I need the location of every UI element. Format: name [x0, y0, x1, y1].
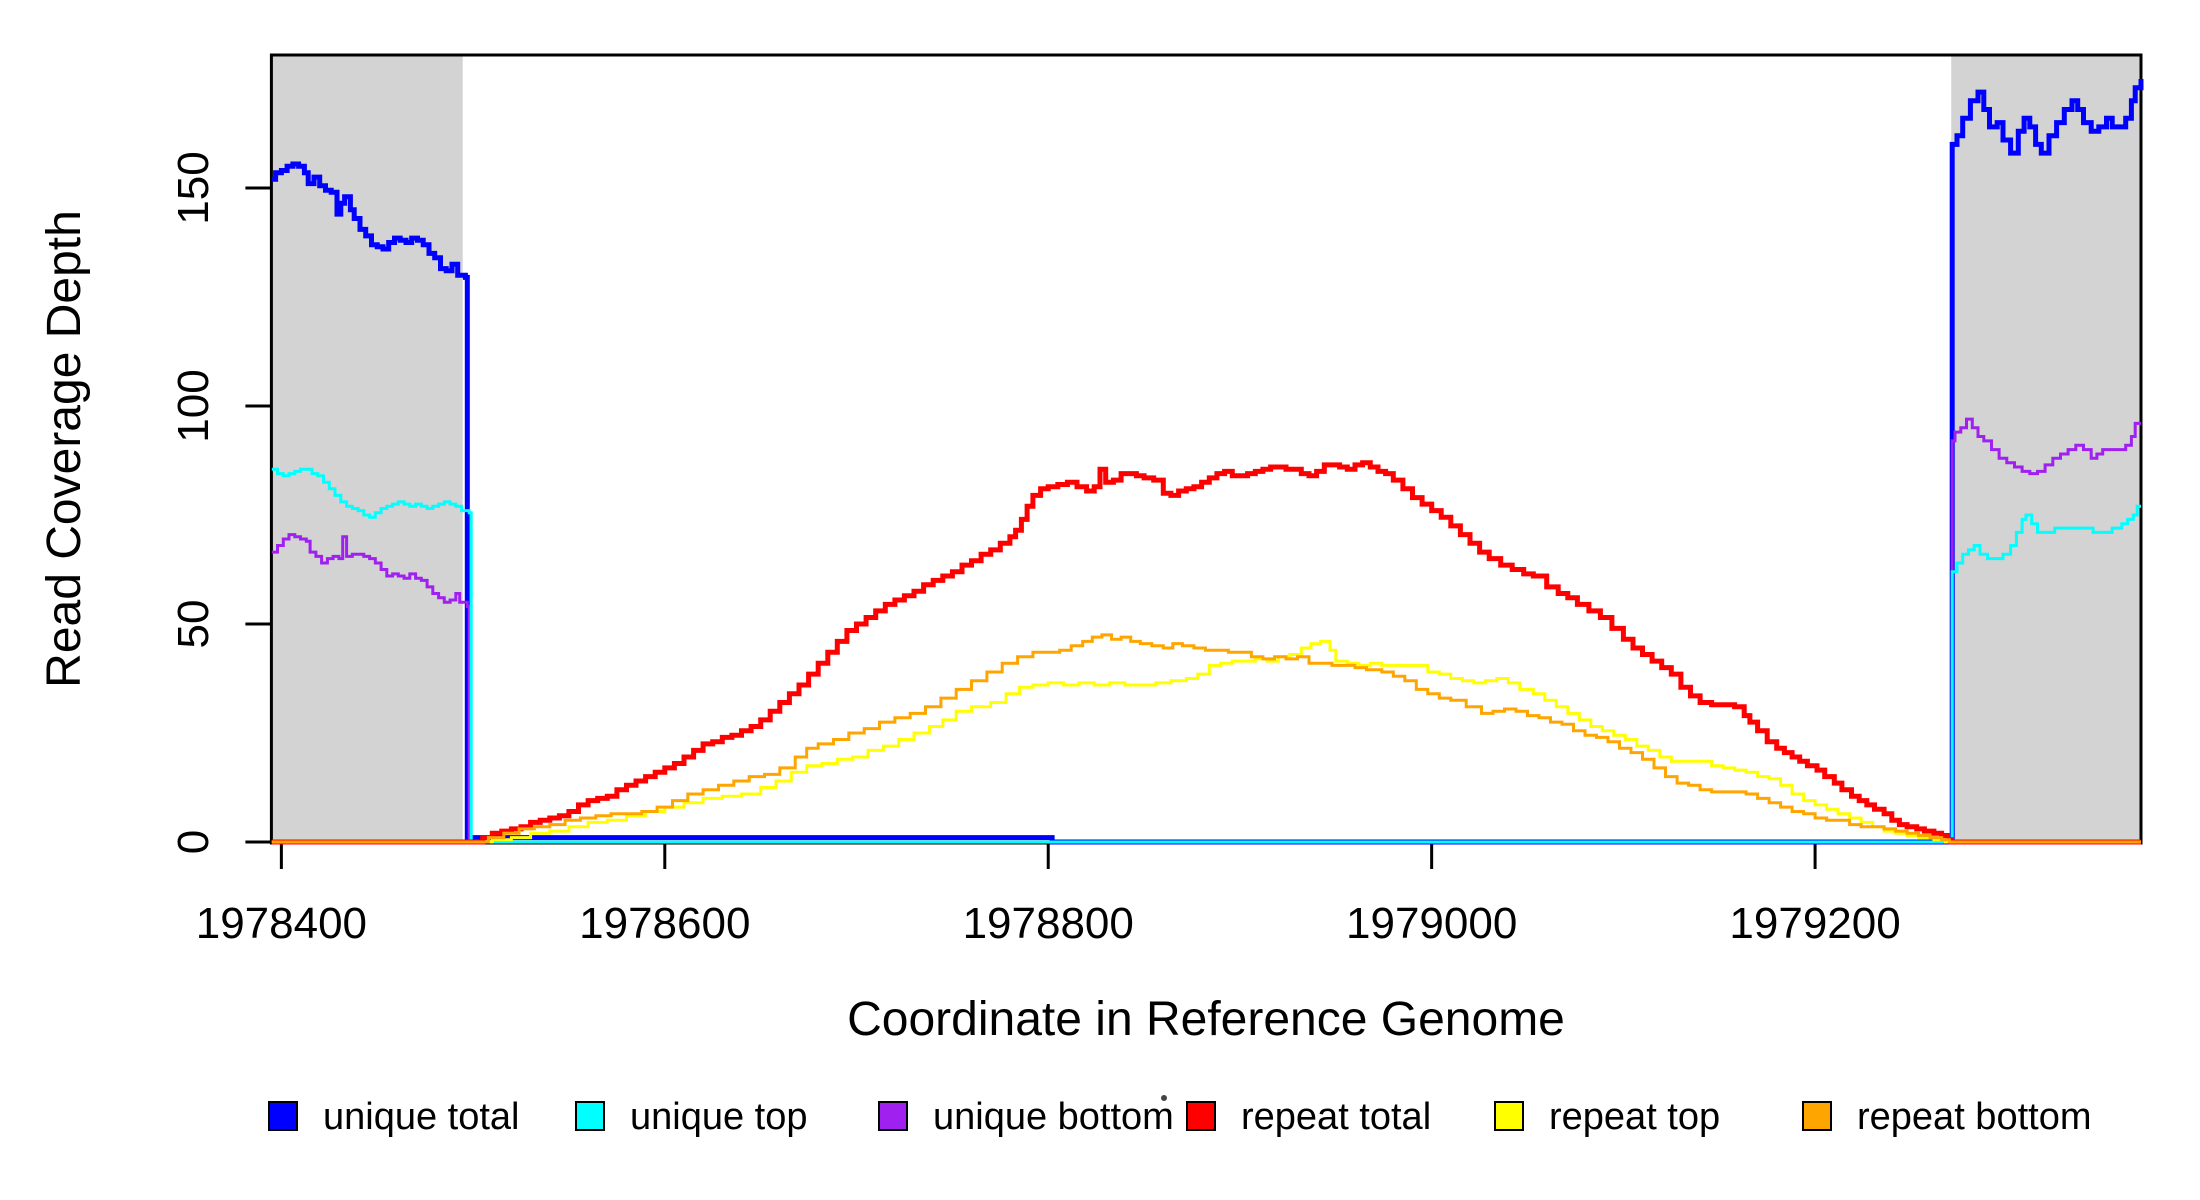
y-tick-label: 100	[169, 369, 218, 442]
series-unique-top	[271, 467, 2141, 844]
x-tick-label: 1979200	[1729, 899, 1900, 948]
series-repeat-total	[271, 460, 2141, 845]
y-tick-label: 50	[169, 600, 218, 649]
series-layer	[271, 79, 2144, 845]
series-unique-total	[271, 79, 2144, 845]
legend-swatch-unique-bottom	[878, 1101, 908, 1131]
plot-box	[269, 53, 2143, 845]
legend: unique total unique top unique bottom repea…	[268, 1096, 2091, 1138]
legend-swatch-unique-total	[268, 1101, 298, 1131]
x-tick-label: 1979000	[1346, 899, 1517, 948]
series-repeat-top	[271, 639, 2141, 844]
shaded-region-layer	[271, 55, 2141, 843]
legend-label-repeat-bottom: repeat bottom	[1857, 1096, 2091, 1138]
series-unique-bottom	[271, 417, 2141, 844]
x-tick-label: 1978600	[579, 899, 750, 948]
y-tick-label: 0	[169, 830, 218, 854]
legend-label-unique-total: unique total	[323, 1096, 520, 1138]
legend-label-repeat-top: repeat top	[1549, 1096, 1720, 1138]
x-axis-title: Coordinate in Reference Genome	[847, 993, 1565, 1046]
legend-swatch-repeat-top	[1494, 1101, 1524, 1131]
legend-label-repeat-total: repeat total	[1241, 1096, 1431, 1138]
legend-swatch-unique-top	[575, 1101, 605, 1131]
legend-label-unique-top: unique top	[630, 1096, 808, 1138]
legend-swatch-repeat-total	[1186, 1101, 1216, 1131]
x-tick-label: 1978400	[196, 899, 367, 948]
legend-label-unique-bottom: unique bottom	[933, 1096, 1174, 1138]
axes-layer: 1978400 1978600 1978800 1979000 1979200 0 50 10…	[169, 53, 2143, 948]
left-gray-band	[271, 55, 463, 843]
series-repeat-bottom	[271, 633, 2141, 844]
stray-dot	[1161, 1095, 1167, 1101]
x-tick-label: 1978800	[963, 899, 1134, 948]
y-tick-label: 150	[169, 151, 218, 224]
y-axis-title: Read Coverage Depth	[38, 210, 91, 688]
legend-swatch-repeat-bottom	[1802, 1101, 1832, 1131]
